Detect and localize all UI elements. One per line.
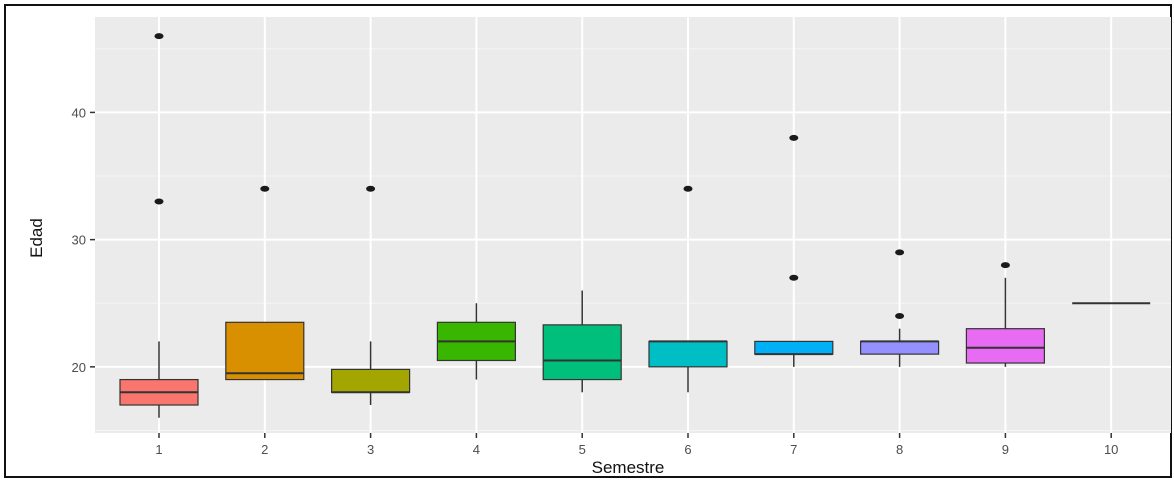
x-tick-label: 1: [155, 442, 162, 457]
box-body: [542, 324, 622, 381]
box-body: [965, 328, 1046, 364]
box-group-3: [331, 185, 411, 406]
outlier-point: [789, 274, 799, 281]
y-axis-title: Edad: [27, 218, 46, 258]
box-group-2: [225, 185, 305, 381]
box-group-8: [859, 249, 940, 367]
y-tick-label: 30: [72, 233, 86, 248]
x-tick-label: 7: [790, 442, 797, 457]
outlier-point: [683, 185, 693, 192]
box-group-1: [119, 33, 199, 418]
box-body: [754, 340, 834, 355]
grid-major: [95, 17, 1171, 433]
box-body: [859, 340, 940, 355]
y-tick-label: 20: [72, 360, 86, 375]
box-group-7: [754, 134, 834, 367]
box-body: [648, 340, 728, 368]
outlier-point: [789, 134, 799, 141]
y-axis: 20 30 40: [72, 105, 95, 375]
outlier-point: [895, 312, 905, 319]
x-axis-title: Semestre: [592, 458, 665, 477]
grid-minor: [95, 48, 1171, 431]
x-axis: 1 2 3 4 5 6 7 8 9 10: [155, 433, 1118, 457]
y-tick-label: 40: [72, 105, 86, 120]
x-tick-label: 2: [261, 442, 268, 457]
x-tick-label: 9: [1002, 442, 1009, 457]
box-body: [225, 321, 305, 381]
box-group-6: [648, 185, 728, 393]
outlier-point: [154, 198, 164, 205]
outlier-point: [366, 185, 376, 192]
boxplot-marks: [119, 33, 1151, 418]
box-group-5: [542, 290, 622, 393]
box-group-9: [965, 262, 1046, 367]
x-tick-label: 6: [684, 442, 691, 457]
outlier-point: [154, 33, 164, 40]
x-tick-label: 5: [579, 442, 586, 457]
x-tick-label: 8: [896, 442, 903, 457]
outlier-point: [1000, 262, 1010, 269]
outlier-point: [260, 185, 270, 192]
x-tick-label: 10: [1104, 442, 1118, 457]
outlier-point: [895, 249, 905, 256]
x-tick-label: 3: [367, 442, 374, 457]
box-body: [331, 368, 411, 393]
x-tick-label: 4: [473, 442, 480, 457]
box-group-4: [436, 303, 516, 380]
